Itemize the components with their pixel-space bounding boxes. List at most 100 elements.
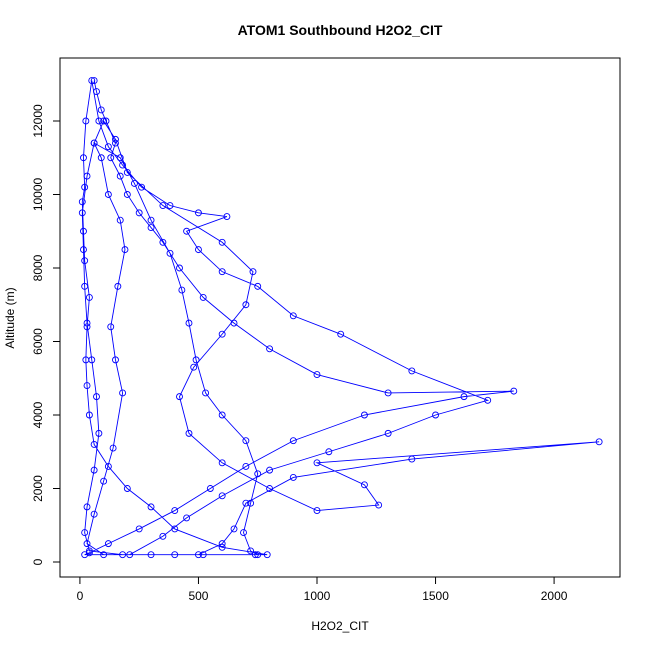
data-point	[112, 135, 119, 143]
y-axis-label: Altitude (m)	[3, 287, 17, 348]
data-point	[81, 551, 89, 559]
y-tick-label: 2000	[31, 475, 45, 502]
x-tick-label: 0	[77, 589, 84, 603]
data-point	[123, 168, 131, 176]
data-point	[138, 183, 146, 191]
data-point	[85, 411, 93, 419]
data-point	[102, 117, 110, 125]
data-point	[83, 172, 91, 180]
data-point	[100, 477, 108, 485]
data-point	[247, 547, 255, 555]
data-point	[90, 510, 98, 518]
data-point	[107, 154, 115, 162]
data-point	[85, 293, 93, 301]
x-tick-label: 1500	[422, 589, 449, 603]
data-point	[97, 106, 105, 114]
data-point	[119, 551, 127, 559]
data-point	[116, 172, 124, 180]
data-point	[313, 371, 321, 379]
data-point	[90, 440, 98, 448]
data-point	[195, 246, 202, 254]
data-point	[88, 77, 96, 85]
data-point	[85, 547, 93, 555]
data-point	[199, 293, 207, 301]
data-point	[112, 139, 119, 147]
data-point	[375, 501, 383, 509]
data-point	[116, 154, 124, 162]
data-point	[166, 202, 174, 209]
data-point	[384, 429, 392, 437]
data-point	[83, 323, 91, 331]
data-point	[432, 411, 439, 419]
data-point	[82, 117, 90, 125]
data-point	[183, 514, 191, 522]
x-tick-label: 2000	[541, 589, 568, 603]
data-point	[83, 540, 91, 548]
data-point	[147, 216, 155, 224]
data-point	[218, 543, 226, 551]
data-point	[104, 463, 112, 470]
data-point	[254, 282, 262, 290]
data-point	[171, 507, 179, 515]
data-point	[242, 301, 250, 309]
data-point	[81, 529, 89, 537]
data-point	[81, 282, 89, 290]
data-point	[88, 356, 96, 364]
data-point	[176, 393, 183, 401]
data-point	[80, 246, 87, 254]
data-point	[337, 330, 345, 338]
data-point	[114, 282, 122, 290]
data-point	[112, 356, 119, 364]
x-tick-label: 1000	[304, 589, 331, 603]
data-point	[126, 551, 134, 559]
data-point	[123, 485, 131, 492]
y-tick-label: 4000	[31, 401, 45, 428]
data-point	[460, 393, 468, 401]
data-point	[223, 213, 231, 220]
plot-frame	[59, 57, 621, 578]
data-point	[80, 227, 87, 235]
data-point	[166, 249, 174, 257]
data-point	[147, 551, 155, 559]
data-point	[135, 525, 143, 533]
data-point	[408, 455, 416, 463]
data-line	[81, 80, 600, 556]
data-point	[159, 238, 167, 246]
data-point	[183, 227, 191, 235]
data-point	[185, 429, 193, 437]
data-point	[218, 540, 226, 548]
data-point	[121, 246, 129, 254]
data-point	[93, 88, 100, 96]
data-point	[119, 161, 127, 169]
data-point	[83, 382, 91, 390]
data-point	[247, 499, 255, 507]
data-point	[95, 117, 103, 125]
data-point	[116, 216, 124, 224]
data-point	[185, 319, 193, 327]
data-point	[199, 551, 207, 559]
data-point	[100, 117, 108, 125]
x-tick-label: 500	[188, 589, 208, 603]
data-point	[254, 551, 262, 559]
y-tick-label: 6000	[31, 328, 45, 355]
data-point	[251, 551, 259, 559]
data-point	[266, 485, 274, 492]
data-point	[218, 411, 226, 419]
data-point	[218, 238, 226, 246]
data-point	[171, 551, 179, 559]
data-point	[95, 429, 103, 437]
data-point	[83, 503, 91, 511]
data-point	[313, 459, 321, 467]
y-tick-label: 8000	[31, 254, 45, 281]
y-tick-label: 10000	[31, 177, 45, 211]
data-point	[178, 286, 186, 294]
data-point	[266, 345, 274, 353]
data-point	[90, 77, 98, 85]
data-point	[147, 224, 155, 232]
data-point	[195, 551, 202, 559]
data-point	[230, 319, 238, 327]
data-point	[81, 183, 89, 191]
data-point	[123, 191, 131, 198]
